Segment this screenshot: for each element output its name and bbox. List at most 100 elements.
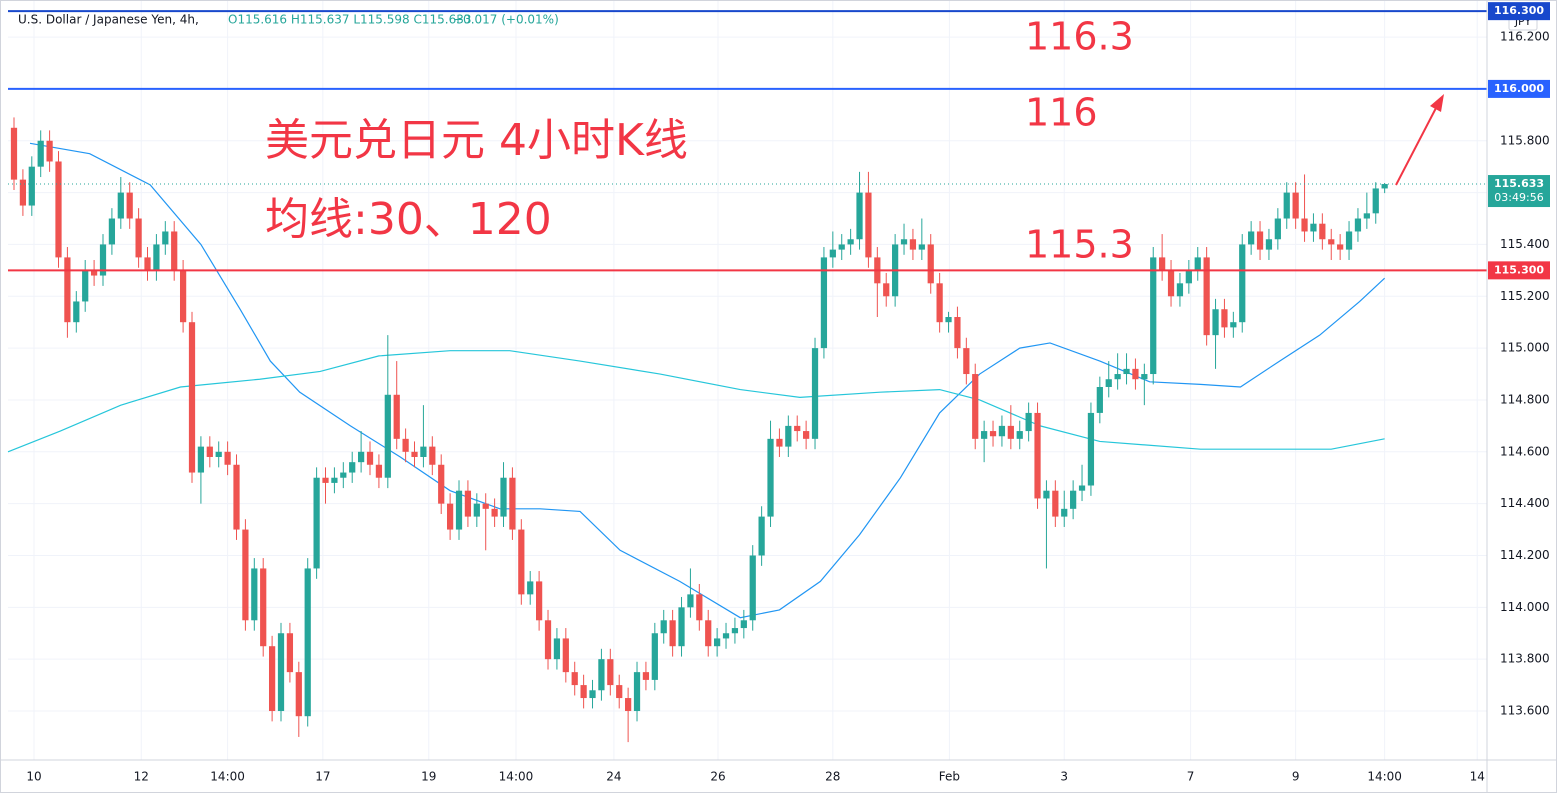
candle-body — [1194, 257, 1201, 271]
candle-body — [1283, 192, 1290, 219]
annotation-level: 116 — [1025, 91, 1098, 135]
x-tick-label: 17 — [315, 770, 330, 784]
y-tick-label: 114.200 — [1500, 548, 1550, 562]
plot-area — [7, 10, 1487, 743]
change: +0.017 (+0.01%) — [453, 13, 559, 27]
candle-body — [1114, 374, 1121, 380]
candle-body — [838, 244, 845, 250]
ohlc: O115.616 H115.637 L115.598 C115.633 — [228, 13, 471, 27]
candle-body — [331, 477, 338, 483]
y-tick-label: 113.800 — [1500, 652, 1550, 666]
candle-body — [1230, 322, 1237, 328]
annotation-level: 115.3 — [1025, 223, 1134, 267]
candle-body — [1354, 218, 1362, 232]
candle-body — [1248, 231, 1255, 245]
candle-body — [865, 192, 872, 258]
candle-body — [740, 620, 747, 629]
candle-body — [972, 374, 979, 439]
candle-body — [633, 672, 641, 712]
candle-body — [64, 257, 71, 323]
candle-body — [1292, 192, 1299, 219]
candle-body — [375, 464, 383, 478]
y-tick-label: 114.800 — [1500, 392, 1550, 406]
last-price-box — [1488, 175, 1550, 208]
candle-body — [233, 464, 240, 530]
candle-body — [99, 244, 107, 276]
candle-body — [482, 503, 489, 509]
x-tick-label: 10 — [26, 770, 41, 784]
candle-body — [705, 620, 712, 647]
candle-body — [197, 446, 205, 473]
candle-body — [215, 451, 222, 457]
candle-body — [1337, 244, 1344, 250]
candle-body — [687, 594, 694, 608]
price-label: 116.300 — [1494, 4, 1544, 17]
candle-body — [1078, 485, 1086, 491]
candle-body — [277, 633, 285, 712]
candle-body — [918, 244, 925, 250]
candle-body — [340, 472, 347, 478]
candle-body — [179, 270, 187, 323]
candle-body — [509, 477, 516, 530]
candle-body — [446, 503, 454, 530]
candle-body — [188, 322, 196, 473]
candle-body — [536, 581, 543, 621]
candle-body — [411, 451, 418, 457]
candle-body — [794, 425, 801, 432]
candle-body — [669, 620, 676, 647]
candle-body — [571, 672, 578, 686]
candle-body — [1132, 368, 1139, 380]
candle-body — [1319, 223, 1326, 240]
candle-body — [1105, 379, 1112, 387]
annotation-level: 116.3 — [1025, 15, 1134, 59]
moving-average — [29, 142, 1386, 619]
candle-body — [1203, 257, 1210, 336]
y-tick-label: 115.800 — [1500, 133, 1550, 147]
candle-body — [438, 464, 445, 504]
candle-body — [998, 425, 1006, 437]
candle-body — [1363, 213, 1370, 219]
candle-body — [1372, 188, 1379, 214]
candle-body — [900, 239, 908, 245]
candle-body — [1265, 239, 1273, 250]
candle-body — [304, 568, 311, 717]
candle-body — [82, 270, 89, 302]
candle-body — [1096, 386, 1103, 413]
candle-body — [954, 317, 961, 349]
candle-body — [260, 568, 267, 647]
candle-body — [108, 218, 116, 245]
candle-body — [544, 620, 552, 660]
candle-body — [1123, 368, 1130, 375]
candle-body — [847, 239, 854, 245]
candle-body — [242, 529, 249, 621]
x-tick-label: 14:00 — [499, 770, 534, 784]
x-tick-label: Feb — [939, 770, 960, 784]
candle-body — [553, 638, 561, 660]
candle-body — [527, 581, 534, 595]
y-tick-label: 116.200 — [1500, 30, 1550, 44]
candle-body — [420, 446, 427, 457]
candle-body — [589, 690, 596, 699]
y-tick-label: 113.600 — [1500, 704, 1550, 718]
candle-body — [224, 451, 231, 465]
x-tick-label: 14:00 — [210, 770, 245, 784]
candle-body — [286, 633, 294, 673]
countdown: 03:49:56 — [1494, 191, 1543, 204]
candle-body — [616, 685, 623, 699]
candle-body — [313, 477, 320, 569]
candle-body — [357, 451, 365, 463]
candle-body — [393, 394, 400, 439]
candle-body — [829, 249, 836, 258]
candle-body — [1150, 257, 1157, 375]
candle-body — [811, 348, 819, 439]
candle-body — [144, 257, 151, 271]
candle-body — [927, 244, 934, 284]
x-tick-label: 19 — [421, 770, 436, 784]
candle-body — [1176, 283, 1184, 297]
candle-body — [651, 633, 658, 680]
candle-body — [455, 490, 463, 530]
candle-body — [473, 503, 480, 517]
candle-body — [963, 348, 970, 375]
candle-body — [135, 218, 142, 258]
